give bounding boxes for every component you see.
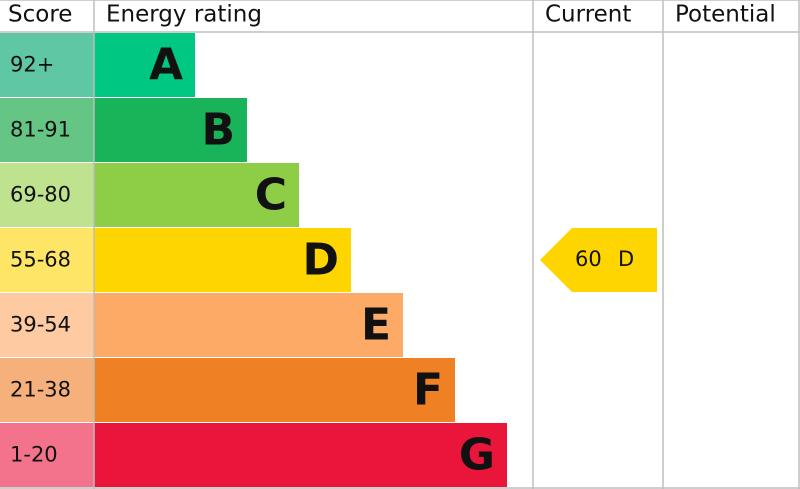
score-label: 69-80 [10, 183, 71, 207]
potential-header: Potential [675, 2, 776, 28]
rating-letter: B [201, 105, 235, 156]
score-cell [0, 423, 94, 487]
rating-bar [94, 228, 351, 292]
score-cell [0, 358, 94, 422]
score-label: 21-38 [10, 378, 71, 402]
rating-bar [94, 163, 299, 227]
rating-bar [94, 358, 455, 422]
score-label: 92+ [10, 53, 54, 77]
score-cell [0, 33, 94, 97]
current-letter: D [618, 247, 634, 271]
score-cell [0, 293, 94, 357]
score-cell [0, 98, 94, 162]
current-value: 60 [575, 247, 602, 271]
rating-bar [94, 293, 403, 357]
score-cell [0, 228, 94, 292]
score-header: Score [8, 2, 72, 28]
rating-header: Energy rating [106, 2, 262, 28]
rating-bar [94, 98, 247, 162]
score-label: 1-20 [10, 443, 58, 467]
rating-letter: G [459, 430, 495, 481]
current-arrow [540, 228, 657, 292]
score-label: 81-91 [10, 118, 71, 142]
current-header: Current [545, 2, 631, 28]
rating-letter: D [302, 235, 339, 286]
rating-bar [94, 423, 507, 487]
rating-letter: C [255, 170, 287, 221]
rating-letter: E [361, 300, 391, 351]
score-label: 55-68 [10, 248, 71, 272]
rating-letter: A [149, 40, 183, 91]
rating-bar [94, 33, 195, 97]
score-label: 39-54 [10, 313, 71, 337]
rating-letter: F [413, 365, 443, 416]
score-cell [0, 163, 94, 227]
